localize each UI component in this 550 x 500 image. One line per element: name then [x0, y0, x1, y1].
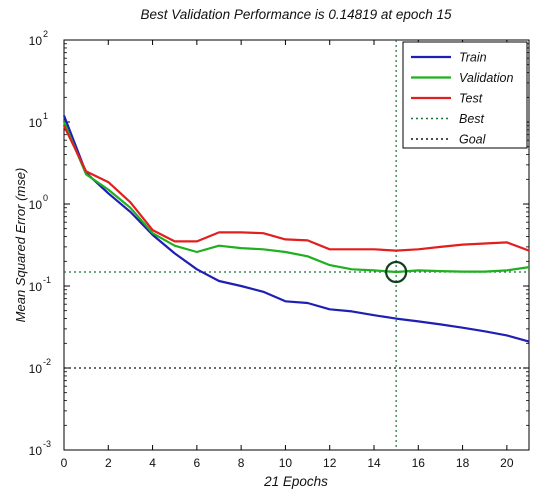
y-axis-label: Mean Squared Error (mse): [13, 168, 28, 323]
legend-label-train: Train: [459, 51, 487, 65]
x-tick-label: 20: [500, 456, 514, 470]
x-tick-label: 8: [238, 456, 245, 470]
y-tick-label: 10: [29, 34, 43, 48]
x-tick-label: 16: [412, 456, 426, 470]
series-line-train: [62, 115, 530, 343]
best-point-marker: [385, 260, 408, 284]
y-tick-label: 10: [29, 444, 43, 458]
x-tick-label: 4: [149, 456, 156, 470]
legend-label-test: Test: [459, 92, 483, 106]
x-tick-label: 18: [456, 456, 470, 470]
y-tick-exponent: 1: [43, 111, 48, 121]
y-tick-label: 10: [29, 198, 43, 212]
y-tick-label: 10: [29, 280, 43, 294]
series-line-test: [63, 125, 530, 252]
legend-label-validation: Validation: [459, 71, 513, 85]
series-line-validation: [62, 121, 530, 274]
y-tick-exponent: 0: [43, 193, 48, 203]
x-tick-label: 6: [194, 456, 201, 470]
legend-label-goal: Goal: [459, 133, 487, 147]
y-tick-label: 10: [29, 362, 43, 376]
y-tick-exponent: -2: [43, 357, 51, 367]
y-tick-exponent: -1: [43, 275, 51, 285]
x-tick-label: 0: [61, 456, 68, 470]
x-tick-label: 2: [105, 456, 112, 470]
x-axis-label: 21 Epochs: [263, 474, 328, 489]
y-tick-exponent: -3: [43, 439, 51, 449]
y-tick-exponent: 2: [43, 29, 48, 39]
x-tick-label: 10: [279, 456, 293, 470]
x-tick-label: 12: [323, 456, 337, 470]
y-tick-label: 10: [29, 116, 43, 130]
chart-title: Best Validation Performance is 0.14819 a…: [141, 7, 452, 22]
x-tick-label: 14: [367, 456, 381, 470]
legend-label-best: Best: [459, 112, 485, 126]
legend-box: [402, 41, 528, 149]
